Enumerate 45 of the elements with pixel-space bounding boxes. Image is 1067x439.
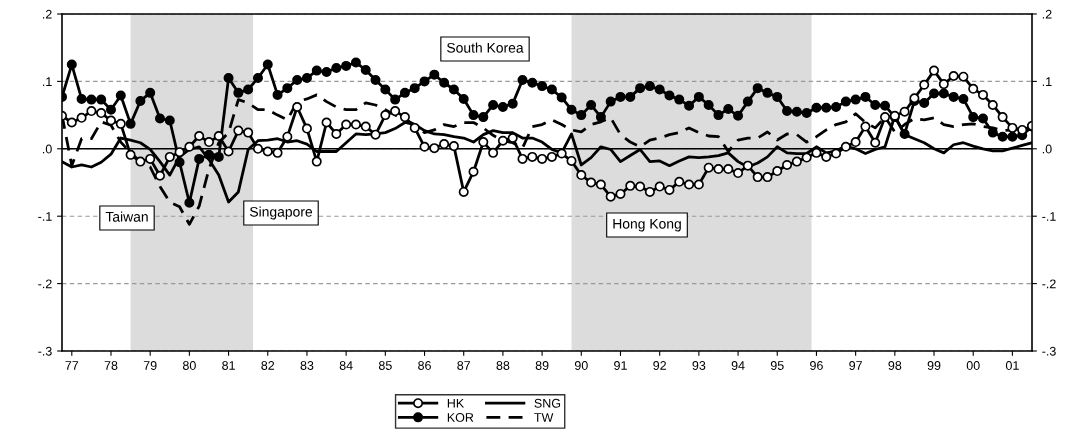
legend-label: HK [447,398,465,408]
annotation: Taiwan [105,211,148,222]
y-tick-label: -.3 [38,346,52,356]
y-tick-label: .2 [42,9,52,19]
annotation: Singapore [249,206,313,220]
x-tick-label: 94 [731,361,745,370]
legend-label: KOR [447,413,474,422]
x-tick-label: 93 [692,361,706,370]
x-tick-label: 80 [182,361,196,370]
x-tick-label: 97 [849,361,862,370]
y2-tick-label: -.2 [1042,279,1056,289]
x-tick-label: 77 [65,361,79,370]
x-tick-label: 84 [339,361,353,370]
x-tick-label: 91 [614,361,627,370]
x-tick-label: 81 [222,361,235,370]
x-tick-label: 87 [457,361,471,370]
x-tick-label: 85 [378,361,392,370]
y-tick-label: -.1 [38,212,52,221]
x-tick-label: 98 [888,361,902,370]
x-tick-label: 95 [770,361,784,370]
y-tick-label: .1 [42,77,52,86]
legend-label: TW [534,413,554,422]
x-tick-label: 78 [104,361,118,370]
x-tick-label: 92 [653,361,666,370]
annotation: Hong Kong [613,219,681,232]
y2-tick-label: .2 [1042,9,1052,19]
y-tick-label: -.2 [38,279,52,289]
x-tick-label: 79 [143,361,157,370]
y2-tick-label: -.1 [1042,212,1056,221]
x-tick-label: 90 [574,361,588,370]
x-tick-label: 96 [810,361,823,370]
annotation: South Korea [447,42,524,53]
y2-tick-label: .1 [1042,77,1052,86]
x-tick-label: 82 [261,361,275,370]
x-tick-label: 01 [1005,361,1019,370]
y-tick-label: .0 [42,144,52,154]
x-tick-label: 89 [535,361,549,370]
x-tick-label: 86 [418,361,431,370]
legend-label: SNG [534,398,561,408]
x-tick-label: 83 [300,361,314,370]
x-tick-label: 99 [927,361,941,370]
y2-tick-label: .0 [1042,144,1052,154]
x-tick-label: 00 [966,361,980,370]
y2-tick-label: -.3 [1042,346,1056,356]
x-tick-label: 88 [496,361,510,370]
